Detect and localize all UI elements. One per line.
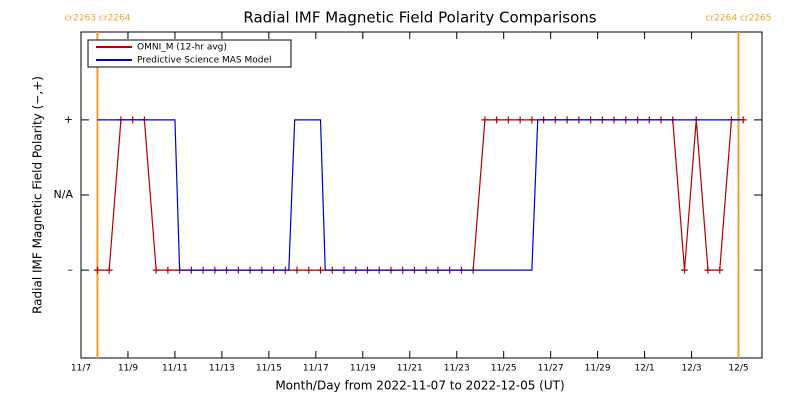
x-tick-label: 11/21 [397, 364, 423, 374]
data-point [105, 266, 113, 274]
data-point [716, 266, 724, 274]
data-point [739, 116, 747, 124]
x-tick-label: 11/13 [209, 364, 235, 374]
y-tick-label: – [68, 263, 74, 276]
y-axis-label: Radial IMF Magnetic Field Polarity (−,+) [31, 76, 45, 314]
x-tick-label: 11/25 [491, 364, 517, 374]
data-point [504, 116, 512, 124]
series-line [97, 119, 741, 271]
data-point [704, 266, 712, 274]
legend-label: Predictive Science MAS Model [137, 56, 272, 66]
x-tick-label: 12/5 [728, 364, 748, 374]
x-tick-label: 12/1 [634, 364, 654, 374]
x-tick-label: 11/29 [585, 364, 611, 374]
chart-title: Radial IMF Magnetic Field Polarity Compa… [243, 9, 596, 27]
data-point [152, 266, 160, 274]
x-tick-label: 11/27 [538, 364, 564, 374]
data-point [164, 266, 172, 274]
data-point [305, 266, 313, 274]
data-point [516, 116, 524, 124]
legend-label: OMNI_M (12-hr avg) [137, 43, 227, 53]
x-axis-label: Month/Day from 2022-11-07 to 2022-12-05 … [275, 379, 564, 393]
data-point [317, 266, 325, 274]
series-line [97, 119, 744, 271]
x-tick-label: 11/9 [118, 364, 138, 374]
data-point [481, 116, 489, 124]
x-tick-label: 11/7 [71, 364, 91, 374]
data-point [528, 116, 536, 124]
y-tick-label: N/A [54, 188, 74, 201]
data-point [93, 266, 101, 274]
legend-box [87, 39, 292, 68]
plot-frame [80, 31, 763, 359]
boundary-label: cr2264 cr2265 [706, 14, 772, 24]
data-point [493, 116, 501, 124]
y-tick-label: + [64, 113, 73, 126]
x-tick-label: 11/19 [350, 364, 376, 374]
data-point [681, 266, 689, 274]
x-tick-label: 11/17 [303, 364, 329, 374]
x-tick-label: 11/23 [444, 364, 470, 374]
data-point [293, 266, 301, 274]
boundary-label: cr2263 cr2264 [64, 14, 130, 24]
x-tick-label: 12/3 [681, 364, 701, 374]
x-tick-label: 11/11 [162, 364, 188, 374]
x-tick-label: 11/15 [256, 364, 282, 374]
